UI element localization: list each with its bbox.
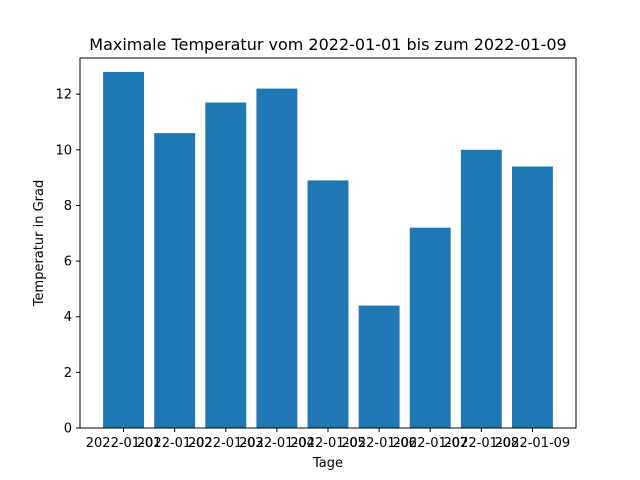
bar-2022-01-09 [512, 166, 553, 428]
y-tick-label: 10 [55, 143, 72, 158]
x-tick-label: 2022-01-05 [290, 436, 366, 451]
x-tick-label: 2022-01-08 [444, 436, 520, 451]
bars-group [103, 71, 553, 429]
x-axis-label: Tage [312, 456, 343, 471]
x-tick-label: 2022-01-03 [188, 436, 264, 451]
y-axis-label: Temperatur in Grad [32, 180, 47, 307]
y-tick-label: 8 [64, 199, 72, 214]
bar-2022-01-02 [154, 133, 196, 429]
bar-2022-01-06 [358, 305, 400, 428]
x-tick-label: 2022-01-02 [137, 436, 213, 451]
y-tick-label: 0 [64, 422, 72, 437]
y-tick-label: 4 [64, 310, 72, 325]
y-axis-ticks: 0 2 4 6 8 10 12 [55, 88, 80, 437]
bar-2022-01-05 [307, 180, 349, 428]
x-tick-label: 2022-01-04 [239, 436, 315, 451]
y-tick-label: 2 [64, 366, 72, 381]
bar-2022-01-03 [205, 102, 247, 428]
x-tick-label: 2022-01-07 [392, 436, 468, 451]
y-tick-label: 6 [64, 255, 72, 270]
chart-title: Maximale Temperatur vom 2022-01-01 bis z… [89, 35, 566, 54]
x-tick-label: 2022-01-06 [341, 436, 417, 451]
x-tick-label: 2022-01-01 [86, 436, 162, 451]
y-tick-label: 12 [55, 88, 72, 103]
bar-2022-01-01 [103, 71, 144, 428]
x-tick-label: 2022-01-09 [495, 436, 571, 451]
bar-2022-01-04 [256, 88, 298, 428]
x-axis-ticks: 2022-01-012022-01-022022-01-032022-01-04… [86, 428, 570, 451]
bar-2022-01-08 [460, 149, 502, 429]
bar-2022-01-07 [409, 227, 451, 428]
